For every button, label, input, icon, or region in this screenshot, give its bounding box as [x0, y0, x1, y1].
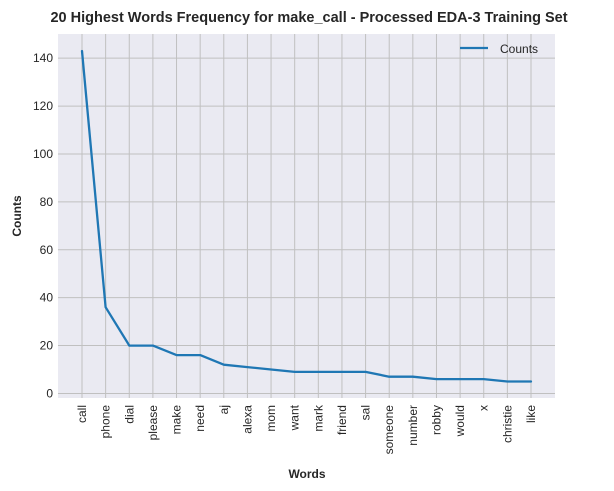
x-tick-label: mark: [311, 404, 325, 432]
x-tick-label: phone: [99, 405, 113, 439]
x-tick-label: alexa: [240, 405, 254, 434]
series-layer: [80, 49, 533, 383]
x-tick-label: friend: [335, 405, 349, 435]
y-tick-label: 0: [46, 386, 53, 400]
x-tick-label: christie: [500, 405, 514, 443]
legend: Counts: [460, 42, 538, 56]
x-tick-label: someone: [382, 405, 396, 455]
x-tick-label: need: [193, 405, 207, 432]
x-tick-label: aj: [217, 405, 231, 414]
y-tick-label: 80: [40, 195, 54, 209]
chart-title: 20 Highest Words Frequency for make_call…: [50, 10, 567, 26]
series-line-counts: [80, 49, 533, 383]
x-tick-label: like: [524, 405, 538, 423]
y-tick-label: 120: [33, 99, 53, 113]
x-tick-label: want: [288, 404, 302, 431]
x-tick-label: would: [453, 405, 467, 437]
y-tick-label: 40: [40, 291, 54, 305]
x-tick-label: dial: [122, 405, 136, 424]
x-tick-label: sal: [359, 405, 373, 420]
x-tick-label: make: [170, 405, 184, 435]
x-tick-label: call: [75, 405, 89, 423]
y-axis-ticks: 0 20 40 60 80 100 120 140: [33, 51, 53, 400]
x-tick-label: x: [477, 405, 491, 411]
y-axis-label: Counts: [10, 195, 24, 237]
x-axis-label: Words: [288, 467, 325, 481]
legend-label: Counts: [500, 42, 538, 56]
y-tick-label: 20: [40, 339, 54, 353]
y-tick-label: 60: [40, 243, 54, 257]
x-tick-label: number: [406, 405, 420, 446]
x-tick-label: please: [146, 405, 160, 441]
x-tick-label: mom: [264, 405, 278, 432]
x-tick-label: robby: [429, 405, 443, 435]
plot-area: [58, 34, 555, 398]
x-axis-ticks: call phone dial please make need aj alexa mom wan…: [75, 404, 538, 454]
grid-lines: [58, 34, 555, 398]
y-tick-label: 100: [33, 147, 53, 161]
y-tick-label: 140: [33, 51, 53, 65]
